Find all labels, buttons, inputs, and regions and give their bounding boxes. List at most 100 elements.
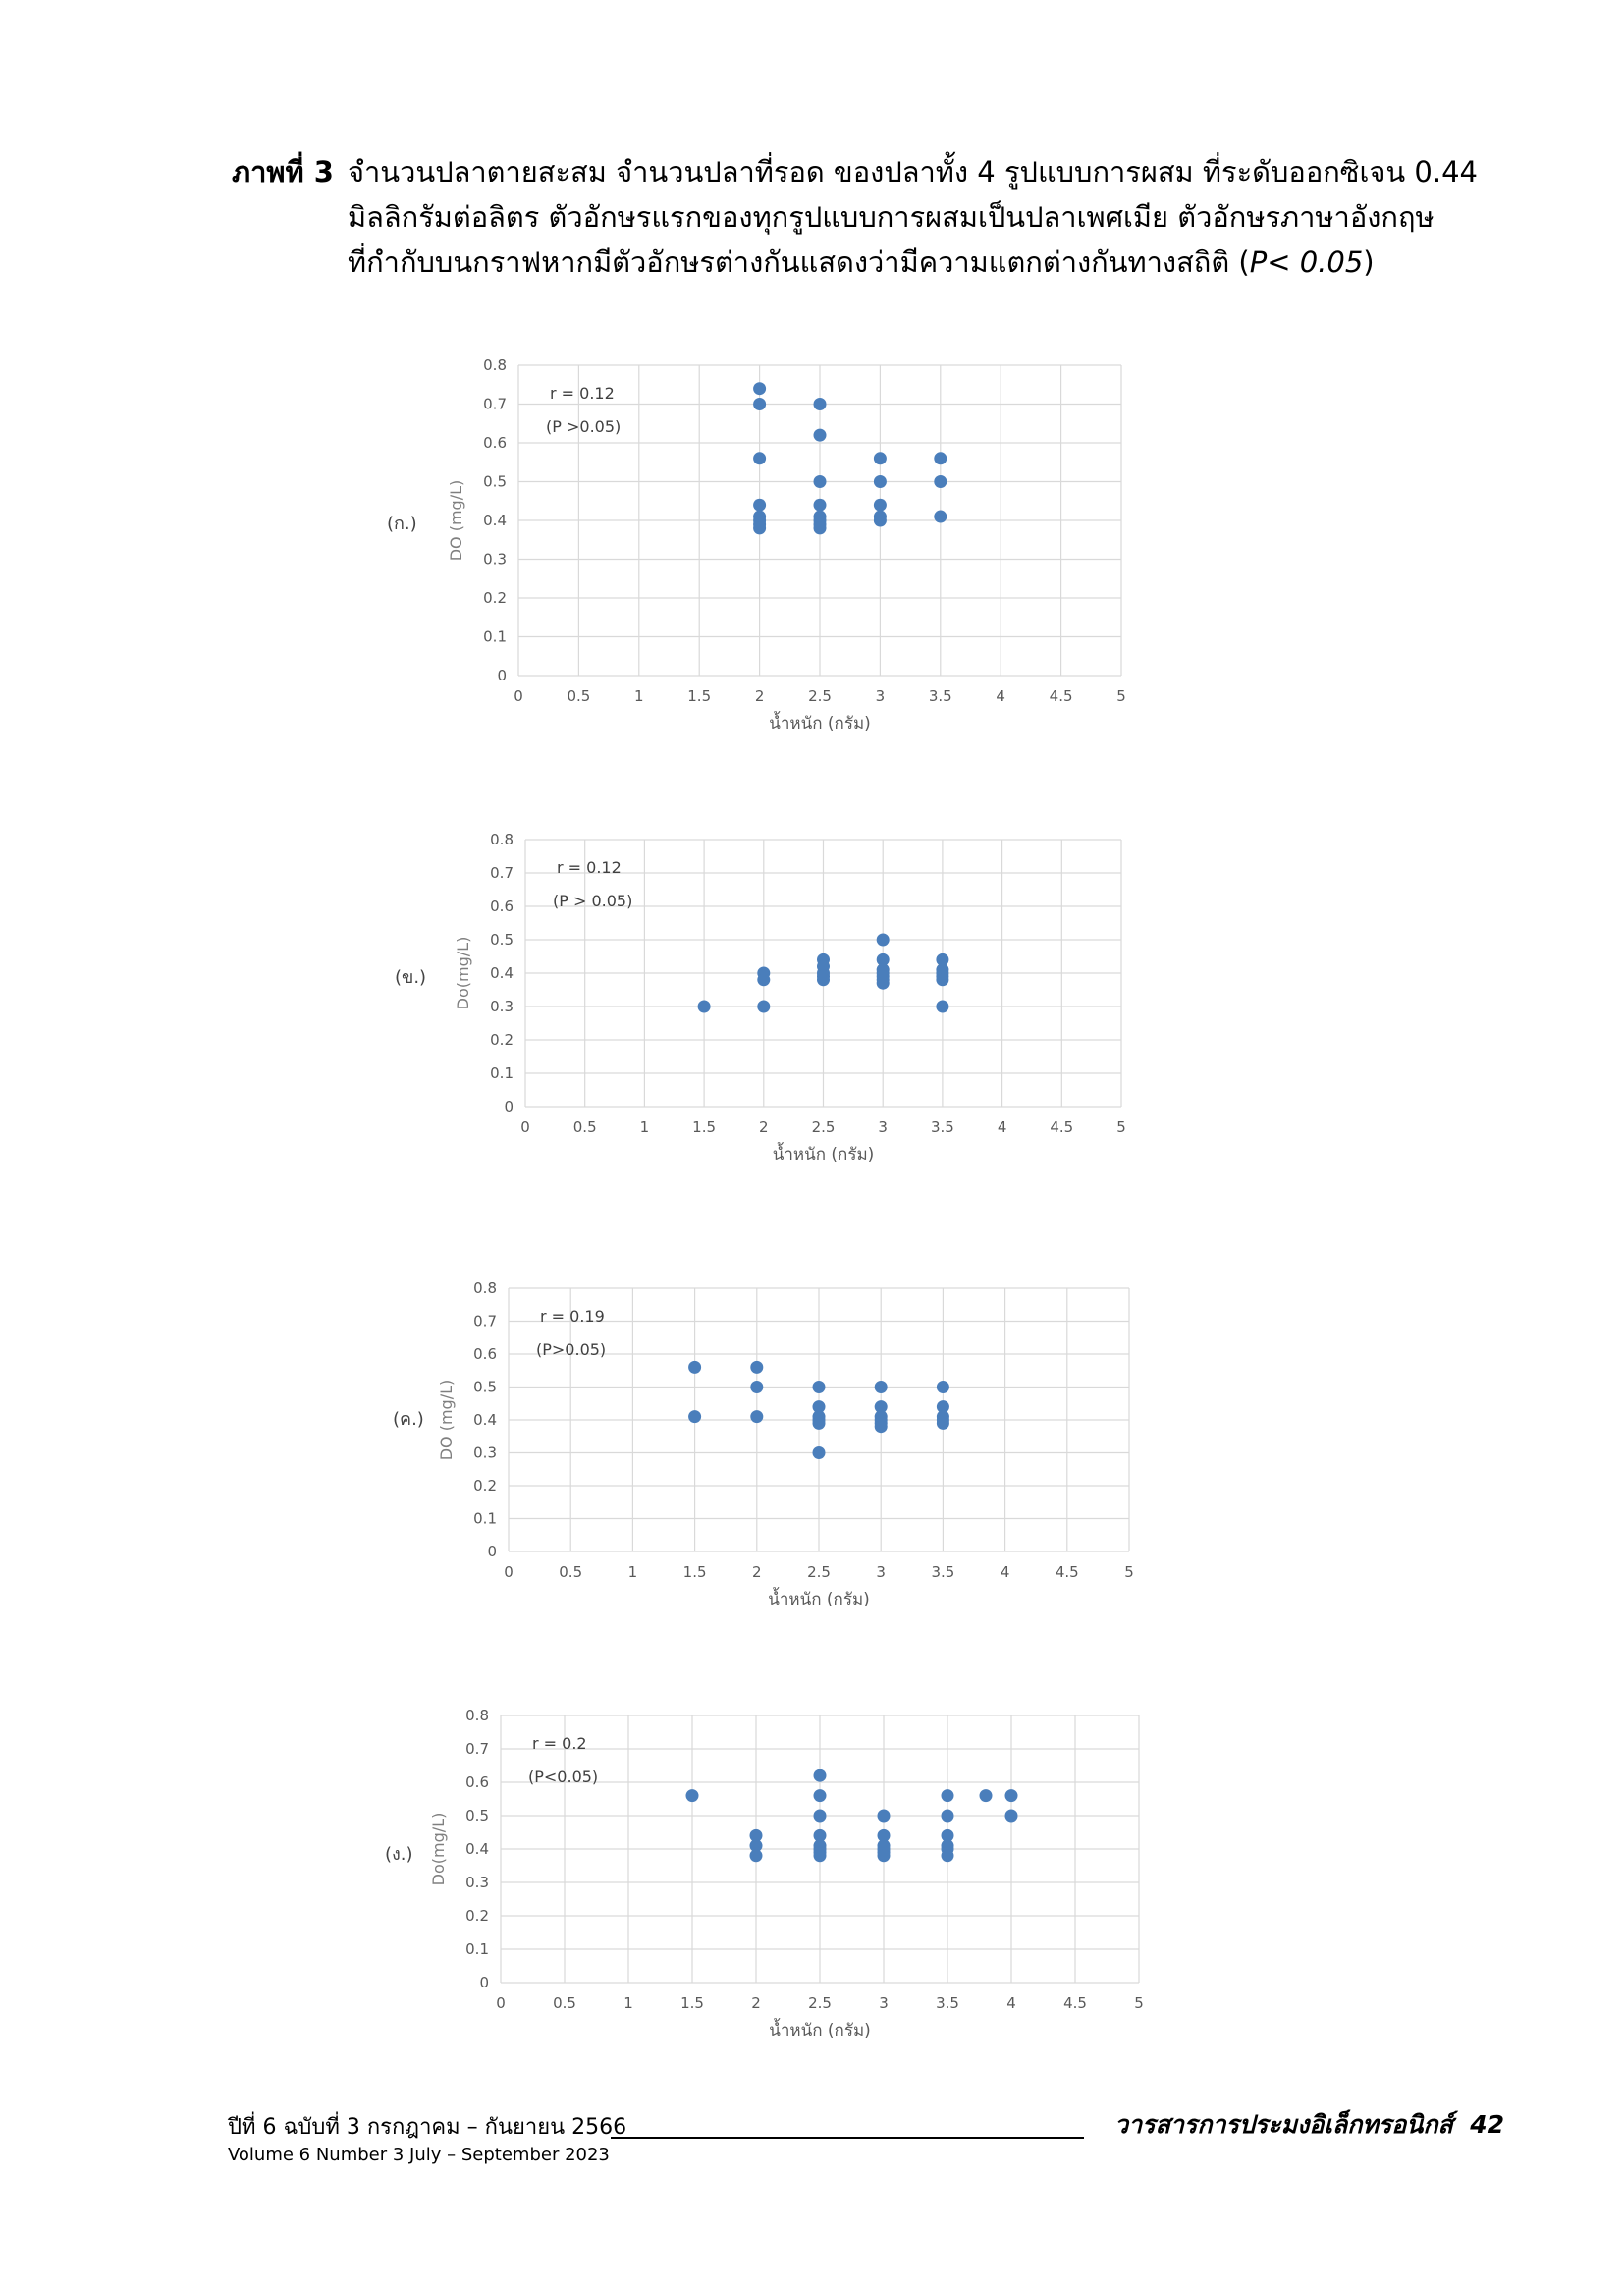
y-tick-label: 0.7 [490, 864, 514, 882]
data-point [934, 510, 947, 523]
x-axis-label: น้ำหนัก (กรัม) [769, 2018, 871, 2041]
data-point [757, 973, 771, 987]
caption-line-2: มิลลิกรัมต่อลิตร ตัวอักษรแรกของทุกรูปแบบ… [348, 200, 1435, 234]
figure-label: ภาพที่ 3 [232, 155, 334, 189]
x-tick-label: 0 [504, 1563, 514, 1581]
y-tick-label: 0.1 [483, 628, 507, 646]
data-point [749, 1839, 763, 1853]
data-point [877, 1809, 891, 1823]
data-point [877, 1828, 891, 1842]
x-tick-label: 4 [996, 687, 1005, 705]
annotation-r: r = 0.12 [557, 858, 622, 877]
footer-journal-name: วารสารการประมงอิเล็กทรอนิกส์ [1114, 2110, 1453, 2139]
data-point [750, 1381, 764, 1393]
y-tick-label: 0.4 [483, 512, 507, 529]
data-point [934, 452, 947, 465]
y-tick-label: 0.8 [490, 831, 514, 848]
x-tick-label: 2.5 [812, 1118, 836, 1136]
data-point [813, 398, 827, 410]
data-point [934, 475, 947, 488]
data-point [812, 1446, 826, 1459]
x-tick-label: 3 [879, 1994, 889, 2012]
data-point [936, 1400, 949, 1414]
scatter-plot-svg: 0 0.5 1 1.5 2 2.5 3 3.5 4 4.5 5 0 0.1 0.2 0.3 0.4 0.5 0.6… [437, 1279, 1134, 1609]
x-tick-label: 0.5 [559, 1563, 582, 1581]
y-tick-label: 0 [497, 667, 507, 684]
data-point [812, 1381, 826, 1393]
panel-label-b: (ข.) [395, 967, 427, 988]
x-axis-label: น้ำหนัก (กรัม) [769, 711, 871, 734]
x-tick-label: 1.5 [687, 687, 711, 705]
x-tick-label: 5 [1134, 1994, 1144, 2012]
data-point [936, 1381, 949, 1393]
x-tick-label: 0.5 [553, 1994, 576, 2012]
caption-p-value: P< 0.05 [1249, 245, 1364, 279]
annotation-p: (P > 0.05) [553, 892, 632, 910]
annotation-r: r = 0.12 [550, 384, 615, 403]
scatter-plot-svg: 0 0.5 1 1.5 2 2.5 3 3.5 4 4.5 5 0 0.1 0.2 0.3 0.4 0.5 0.6… [454, 831, 1126, 1165]
y-tick-label: 0.5 [465, 1807, 489, 1824]
x-tick-label: 1 [640, 1118, 650, 1136]
data-point [685, 1789, 699, 1803]
data-points [688, 1360, 949, 1459]
x-tick-label: 4 [1006, 1994, 1016, 2012]
data-point [753, 521, 767, 535]
panel-label-d: (ง.) [385, 1844, 413, 1865]
y-tick-label: 0 [487, 1543, 497, 1560]
footer-rule [611, 2137, 1084, 2139]
scatter-plot-svg: 0 0.5 1 1.5 2 2.5 3 3.5 4 4.5 5 0 0.1 0.2 0.3 0.4 0.5 0.6… [447, 356, 1126, 734]
y-tick-label: 0.3 [465, 1874, 489, 1891]
caption-line-1: ภาพที่ 3 จำนวนปลาตายสะสม จำนวนปลาที่รอด ข… [232, 149, 1478, 194]
data-point [874, 1400, 888, 1414]
data-point [1004, 1789, 1018, 1803]
data-point [877, 1849, 891, 1863]
data-point [749, 1828, 763, 1842]
data-point [813, 1849, 827, 1863]
y-tick-label: 0.6 [483, 434, 507, 452]
annotation-p: (P>0.05) [536, 1340, 606, 1359]
data-point [812, 1416, 826, 1430]
data-point [812, 1400, 826, 1414]
x-tick-label: 1.5 [692, 1118, 716, 1136]
caption-line-3: ที่กำกับบนกราฟหากมีตัวอักษรต่างกันแสดงว่… [232, 240, 1449, 285]
caption-text-3: ที่กำกับบนกราฟหากมีตัวอักษรต่างกันแสดงว่… [348, 245, 1250, 279]
y-tick-label: 0.5 [490, 931, 514, 949]
footer-page-number: 42 [1470, 2110, 1504, 2139]
data-point [813, 1769, 827, 1782]
x-tick-label: 0 [514, 687, 523, 705]
x-tick-label: 5 [1124, 1563, 1134, 1581]
annotation-p: (P<0.05) [528, 1768, 598, 1786]
y-tick-label: 0.7 [465, 1740, 489, 1758]
data-point [753, 398, 767, 410]
chart-panel-d: (ง.) 0 0.5 1 1.5 2 2.5 3 3.5 4 4.5 5 0 0.1 0.2 0.3 0.4 0… [373, 1704, 1178, 2057]
data-point [936, 973, 949, 987]
y-tick-label: 0.6 [465, 1773, 489, 1791]
data-point [753, 452, 767, 465]
gridlines [524, 839, 1122, 1108]
x-tick-label: 2 [751, 1994, 761, 2012]
x-tick-label: 1 [628, 1563, 638, 1581]
data-point [873, 498, 887, 512]
data-point [817, 973, 830, 987]
y-tick-label: 0.4 [473, 1411, 497, 1429]
x-tick-label: 2.5 [808, 1994, 832, 2012]
x-tick-label: 0 [496, 1994, 506, 2012]
x-tick-label: 3.5 [936, 1994, 959, 2012]
y-tick-label: 0.2 [465, 1907, 489, 1925]
y-tick-label: 0.6 [473, 1345, 497, 1363]
data-point [941, 1809, 954, 1823]
y-tick-label: 0.7 [483, 396, 507, 413]
y-axis-label: Do(mg/L) [429, 1813, 448, 1886]
data-point [688, 1360, 702, 1374]
caption-text-1: จำนวนปลาตายสะสม จำนวนปลาที่รอด ของปลาทั้… [348, 155, 1478, 189]
data-points [753, 382, 947, 535]
x-axis-label: น้ำหนัก (กรัม) [773, 1142, 875, 1165]
scatter-plot-svg: 0 0.5 1 1.5 2 2.5 3 3.5 4 4.5 5 0 0.1 0.2 0.3 0.4 0.5 0.6… [429, 1707, 1144, 2041]
data-point [750, 1410, 764, 1424]
chart-panel-c: (ค.) 0 0.5 1 1.5 2 2.5 3 3.5 4 4.5 5 0 0.1 0.2 0.3 0.4 0… [373, 1277, 1178, 1630]
y-tick-label: 0.3 [490, 998, 514, 1015]
y-tick-label: 0.4 [490, 964, 514, 982]
data-points [685, 1769, 1018, 1863]
y-tick-label: 0.5 [483, 473, 507, 491]
data-point [753, 498, 767, 512]
